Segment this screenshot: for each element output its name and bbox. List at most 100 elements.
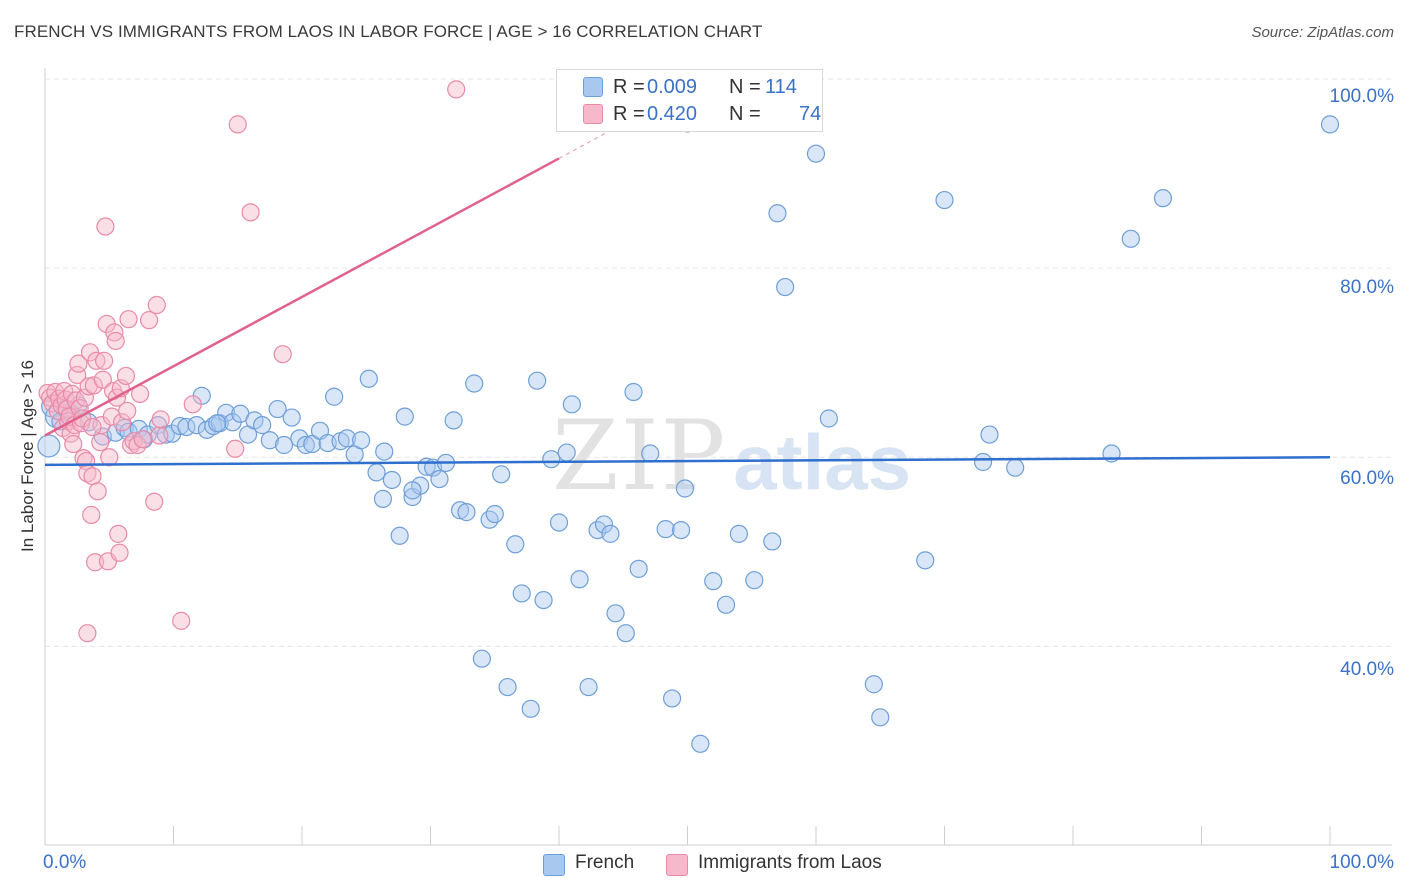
laos-n-value: 74 [799,103,822,125]
laos-point [75,388,94,407]
french-point [373,489,393,508]
laos-point [228,115,247,134]
french-point [864,675,883,694]
french-point [729,524,749,543]
french-point [253,416,272,435]
french-point [916,551,935,570]
french-point [557,443,576,462]
french-point [208,414,227,433]
laos-point [112,413,132,432]
french-point [528,371,547,390]
laos-point [172,611,191,630]
french-point [260,431,279,450]
french-point [492,465,511,484]
laos-point [100,448,119,467]
y-tick-label-40: 40.0% [1340,659,1394,680]
french-point [395,407,414,426]
french-point [506,535,525,554]
french-point [465,374,484,393]
laos-r-value: 0.420 [647,103,698,125]
y-tick-label-60: 60.0% [1340,468,1394,489]
legend-item-laos[interactable]: Immigrants from Laos [666,851,906,877]
french-point [549,513,569,532]
french-point [382,470,402,490]
french-legend-label: French [575,852,635,873]
french-point [973,452,993,472]
laos-point [86,553,105,572]
french-r-value: 0.009 [647,76,698,98]
laos-point [87,351,106,370]
french-point [367,463,386,482]
french-trend-line [44,456,1331,467]
french-point [390,526,409,545]
french-point [624,382,643,402]
french-point [359,369,378,388]
french-point [768,204,787,223]
laos-point [151,410,170,429]
laos-point [183,395,202,414]
chart-title: FRENCH VS IMMIGRANTS FROM LAOS IN LABOR … [14,22,763,41]
laos-legend-label: Immigrants from Laos [698,852,882,873]
french-series [37,114,1340,753]
french-point [935,190,954,210]
laos-point [118,401,137,421]
french-point [763,532,782,551]
laos-point [83,467,102,486]
laos-point [145,492,164,511]
laos-point [74,449,93,468]
laos-point [147,295,166,315]
laos-point [69,354,88,373]
french-point [430,469,449,489]
french-point [296,435,315,455]
french-point [806,144,826,163]
laos-point [91,433,110,452]
laos-point [150,426,169,445]
laos-point [95,351,114,370]
laos-swatch [583,104,603,124]
laos-point [83,417,102,437]
french-point [542,450,561,469]
french-point [819,409,838,428]
french-point [662,689,682,708]
french-point [444,411,463,430]
laos-point [96,217,115,236]
french-n-value: 114 [765,76,797,98]
french-point [1121,229,1140,248]
french-point [352,431,371,450]
french-point [594,515,614,534]
french-point [579,677,598,697]
french-point [562,395,581,414]
y-tick-label-80: 80.0% [1340,277,1394,298]
laos-r-label: R = [613,103,645,125]
french-point [375,442,394,461]
french-point [512,584,531,603]
laos-point [84,376,103,395]
french-point [980,425,999,444]
french-point [641,444,660,463]
french-point [480,510,499,529]
laos-point [82,505,101,525]
french-point [521,699,540,718]
french-point [716,595,736,614]
french-point [472,649,491,668]
laos-point [93,370,112,389]
axes [44,68,1392,846]
french-point [671,520,691,540]
laos-point [109,524,128,543]
french-point [1320,115,1340,134]
french-point [675,479,695,498]
y-tick-label-100: 100.0% [1329,86,1394,107]
laos-point [88,482,107,501]
french-point [325,387,344,406]
french-point [776,277,795,297]
french-point [450,501,470,520]
laos-point [78,624,97,643]
french-n-label: N = [729,76,761,98]
legend-item-french[interactable]: French [543,851,653,877]
french-point [403,481,422,500]
laos-trend-line [44,157,560,437]
x-min-label: 0.0% [43,852,87,873]
french-point [704,572,723,591]
french-point [629,559,648,578]
